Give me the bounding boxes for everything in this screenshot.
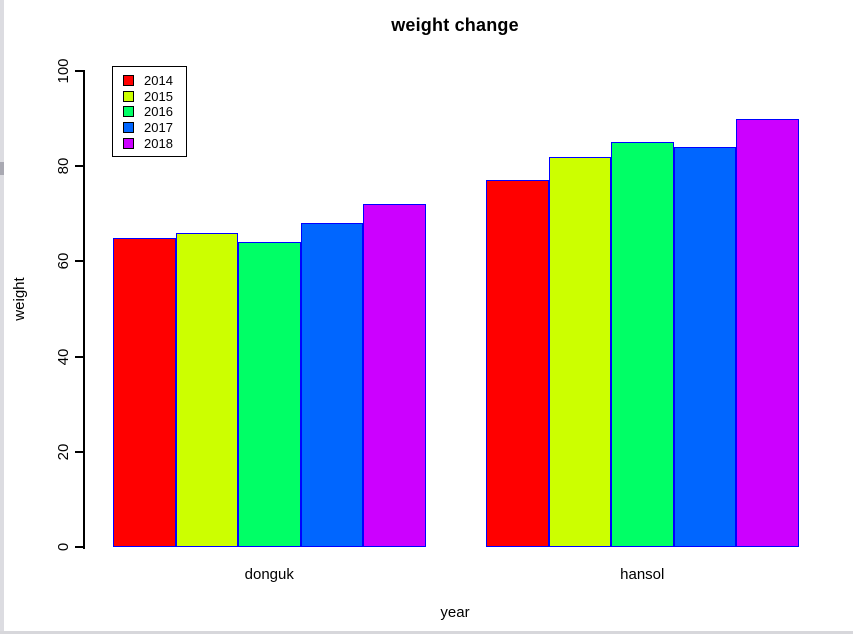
- pane-bottom-edge: [0, 631, 853, 634]
- legend-swatch-2018: [123, 137, 134, 149]
- y-tick-label-20: 20: [54, 443, 72, 461]
- y-tick-100: [75, 70, 83, 72]
- y-tick-20: [75, 450, 83, 453]
- pane-resize-grip-icon[interactable]: [0, 162, 4, 175]
- y-tick-label-100: 100: [54, 58, 72, 84]
- legend-swatch-2015: [123, 90, 134, 102]
- legend-item-2017: 2017: [113, 120, 186, 136]
- bar-donguk-2014: [113, 237, 176, 547]
- bar-donguk-2018: [363, 204, 426, 547]
- bar-hansol-2017: [673, 147, 736, 547]
- x-axis-label: year: [440, 604, 470, 621]
- y-axis: [83, 70, 85, 549]
- bar-donguk-2016: [238, 242, 301, 547]
- legend-item-2014: 2014: [113, 73, 186, 89]
- bar-donguk-2017: [300, 223, 363, 547]
- y-tick-label-80: 80: [54, 157, 72, 175]
- category-label-donguk: donguk: [244, 566, 294, 583]
- bar-hansol-2015: [548, 156, 611, 547]
- legend-swatch-2017: [123, 122, 134, 134]
- legend: 2014 2015 2016 2017 2018: [112, 66, 187, 157]
- bar-donguk-2015: [175, 232, 238, 547]
- y-tick-label-60: 60: [54, 253, 72, 270]
- bar-hansol-2014: [486, 180, 549, 547]
- legend-swatch-2014: [123, 75, 134, 87]
- legend-items: 2014 2015 2016 2017 2018: [113, 73, 186, 151]
- legend-swatch-2016: [123, 106, 134, 118]
- y-tick-40: [75, 355, 83, 358]
- pane-left-edge: [0, 0, 4, 634]
- bar-hansol-2016: [611, 142, 674, 547]
- y-tick-label-40: 40: [54, 348, 72, 365]
- y-tick-80: [75, 165, 83, 168]
- legend-label-2017: 2017: [144, 120, 173, 136]
- y-tick-0: [75, 546, 83, 548]
- legend-item-2016: 2016: [113, 104, 186, 120]
- legend-label-2015: 2015: [144, 88, 173, 104]
- legend-label-2018: 2018: [144, 135, 173, 151]
- legend-label-2014: 2014: [144, 73, 173, 89]
- legend-label-2016: 2016: [144, 104, 173, 120]
- bar-hansol-2018: [736, 118, 799, 547]
- chart-title: weight change: [391, 15, 519, 35]
- legend-item-2018: 2018: [113, 135, 186, 151]
- y-axis-label: weight: [11, 277, 28, 321]
- legend-item-2015: 2015: [113, 89, 186, 105]
- category-label-hansol: hansol: [620, 566, 665, 583]
- y-tick-label-0: 0: [54, 542, 72, 552]
- y-tick-60: [75, 260, 83, 263]
